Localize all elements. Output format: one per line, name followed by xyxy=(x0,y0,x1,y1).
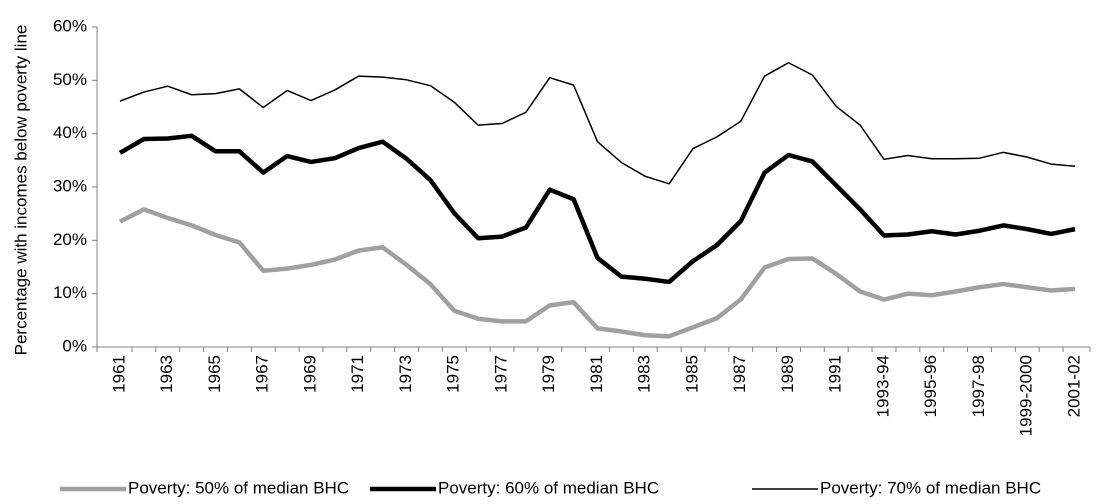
series-line xyxy=(118,207,1076,339)
x-tick-label: 1979 xyxy=(539,355,558,393)
y-tick-label: 20% xyxy=(53,230,87,249)
y-tick-label: 10% xyxy=(53,283,87,302)
x-tick-label: 1965 xyxy=(205,355,224,393)
x-tick-label: 1983 xyxy=(635,355,654,393)
series-line xyxy=(119,61,1076,185)
x-tick-label: 1987 xyxy=(730,355,749,393)
x-tick-label: 1967 xyxy=(253,355,272,393)
x-tick-label: 1993-94 xyxy=(873,355,892,417)
legend-label: Poverty: 60% of median BHC xyxy=(438,478,659,497)
y-tick-label: 50% xyxy=(53,70,87,89)
x-tick-label: 1963 xyxy=(157,355,176,393)
legend-label: Poverty: 70% of median BHC xyxy=(820,478,1041,497)
y-tick-label: 60% xyxy=(53,16,87,35)
y-tick-label: 0% xyxy=(62,336,87,355)
x-tick-label: 1975 xyxy=(444,355,463,393)
x-tick-label: 1999-2000 xyxy=(1017,355,1036,436)
series-line xyxy=(118,133,1076,285)
y-axis-label: Percentage with incomes below poverty li… xyxy=(11,25,30,356)
x-tick-label: 1973 xyxy=(396,355,415,393)
x-tick-label: 1995-96 xyxy=(921,355,940,417)
y-tick-label: 30% xyxy=(53,176,87,195)
x-tick-label: 1969 xyxy=(300,355,319,393)
x-tick-label: 1985 xyxy=(682,355,701,393)
x-tick-label: 1989 xyxy=(778,355,797,393)
legend-label: Poverty: 50% of median BHC xyxy=(128,478,349,497)
x-tick-label: 1971 xyxy=(348,355,367,393)
x-tick-label: 1997-98 xyxy=(969,355,988,417)
x-tick-label: 1981 xyxy=(587,355,606,393)
x-tick-label: 1961 xyxy=(109,355,128,393)
x-tick-label: 2001-02 xyxy=(1064,355,1083,417)
x-tick-label: 1977 xyxy=(491,355,510,393)
y-tick-label: 40% xyxy=(53,123,87,142)
x-tick-label: 1991 xyxy=(826,355,845,393)
